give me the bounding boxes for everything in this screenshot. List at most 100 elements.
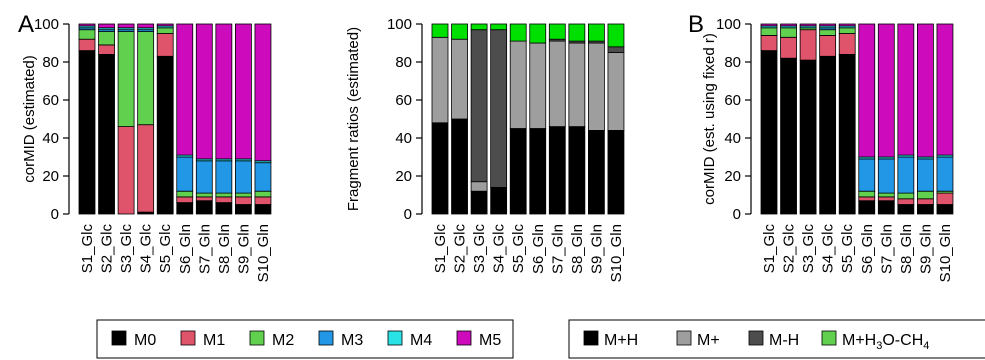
panel-b-letter: B	[688, 11, 704, 38]
bar-segment-m2-s8-gln	[215, 192, 233, 198]
bar-segment-m-h3o-ch4-s6-gln	[529, 23, 547, 44]
bar-segment-m--s2-glc	[451, 38, 468, 120]
bar-segment-m0-s6-gln	[176, 202, 194, 215]
y-tick-label: 60	[395, 92, 412, 109]
bar-segment-m2-s8-gln	[897, 192, 915, 200]
y-tick-label: 20	[724, 168, 741, 185]
bar-segment-m--s3-glc	[470, 181, 488, 192]
bar-segment-m-h-s2-glc	[451, 118, 468, 215]
bar-segment-m-h-s8-gln	[568, 126, 586, 215]
bar-segment-m3-s6-gln	[858, 158, 876, 192]
bar-segment-m5-s6-gln	[176, 23, 194, 156]
x-tick-label: S10_Gln	[255, 224, 272, 282]
legend-swatch-m2	[249, 330, 265, 346]
bar-segment-m2-s7-gln	[877, 192, 895, 198]
bar-segment-m2-s6-gln	[858, 190, 876, 198]
y-tick-label: 80	[395, 54, 412, 71]
bar-segment-m0-s10-gln	[936, 204, 954, 215]
bar-segment-m-h3o-ch4-s10-gln	[607, 23, 625, 48]
bar-segment-m1-s8-gln	[215, 196, 233, 203]
legend-label-3: M-H	[769, 332, 799, 349]
bar-segment-m0-s6-gln	[858, 200, 876, 215]
legend-label-m3: M3	[341, 332, 363, 349]
bar-segment-m2-s7-gln	[195, 192, 213, 198]
x-tick-label: S1_Glc	[79, 224, 96, 274]
bar-segment-m2-s3-glc	[117, 31, 135, 128]
bar-segment-m2-s4-glc	[137, 31, 155, 126]
x-tick-label: S3_Glc	[471, 224, 488, 274]
bar-segment-m5-s6-gln	[858, 23, 876, 158]
bar-segment-m-h-s4-glc	[490, 29, 508, 188]
y-tick-label: 20	[395, 168, 412, 185]
y-tick-label: 20	[42, 168, 59, 185]
bar-segment-m-h3o-ch4-s8-gln	[568, 23, 586, 42]
bar-segment-m-h-s9-gln	[588, 129, 605, 215]
bar-segment-m2-s1-glc	[78, 29, 96, 40]
y-tick-label: 40	[42, 130, 59, 147]
legend-mid: M0 M1 M2 M3 M4 M5	[96, 319, 514, 359]
bar-segment-m0-s2-glc	[98, 54, 115, 215]
bar-segment-m5-s9-gln	[234, 23, 252, 160]
chart-panel-1: 0 20 40 60 80 100 corMID (estimated) S1_Glc S2_G…	[21, 16, 272, 282]
x-tick-label: S9_Gln	[917, 224, 934, 274]
bar-segment-m3-s10-gln	[936, 156, 954, 192]
bar-segment-m5-s5-glc	[156, 23, 174, 27]
y-tick-label: 80	[724, 54, 741, 71]
x-tick-label: S9_Gln	[235, 224, 252, 274]
x-tick-label: S8_Gln	[898, 224, 915, 274]
legend-label-m4: M4	[410, 332, 432, 349]
legend-swatch-m5	[456, 330, 472, 346]
bar-segment-m-h-s10-gln	[607, 46, 625, 53]
bar-segment-m0-s8-gln	[215, 202, 233, 215]
bar-segment-m3-s7-gln	[195, 160, 213, 194]
x-tick-label: S6_Gln	[859, 224, 876, 274]
x-tick-label: S5_Glc	[157, 224, 174, 274]
y-tick-label: 100	[716, 16, 741, 33]
bar-segment-m--s7-gln	[548, 40, 566, 127]
x-tick-label: S3_Glc	[118, 224, 135, 274]
bar-segment-m--s6-gln	[529, 42, 547, 129]
bar-segment-m1-s5-glc	[838, 33, 856, 55]
bar-segment-m5-s2-glc	[98, 23, 115, 29]
bar-segment-m1-s5-glc	[156, 33, 174, 57]
x-tick-label: S7_Gln	[549, 224, 566, 274]
bar-segment-m5-s3-glc	[799, 23, 817, 27]
bar-segment-m0-s9-gln	[917, 204, 934, 215]
y-tick-label: 100	[387, 16, 412, 33]
bar-segment-m5-s10-gln	[254, 23, 272, 162]
bar-segment-m--s10-gln	[607, 52, 625, 131]
y-axis-label: corMID (estimated)	[21, 55, 38, 183]
bar-segment-m1-s1-glc	[760, 35, 778, 52]
bar-segment-m1-s3-glc	[799, 29, 817, 61]
bar-segment-m5-s4-glc	[137, 23, 155, 29]
y-tick-label: 60	[42, 92, 59, 109]
legend-swatch-4	[821, 330, 837, 346]
bar-segment-m1-s4-glc	[819, 35, 837, 57]
x-tick-label: S10_Gln	[608, 224, 625, 282]
bar-segment-m-h3o-ch4-s4-glc	[490, 23, 508, 31]
y-tick-label: 80	[42, 54, 59, 71]
y-tick-label: 60	[724, 92, 741, 109]
bar-segment-m5-s8-gln	[215, 23, 233, 160]
bar-segment-m-h3o-ch4-s2-glc	[451, 23, 468, 40]
bar-segment-m-h-s4-glc	[490, 186, 508, 215]
legend-frag-box	[568, 319, 985, 359]
bar-segment-m5-s8-gln	[897, 23, 915, 156]
y-tick-label: 40	[395, 130, 412, 147]
bar-segment-m5-s7-gln	[195, 23, 213, 160]
bar-segment-m5-s7-gln	[877, 23, 895, 158]
bar-segment-m3-s9-gln	[917, 158, 934, 192]
bar-segment-m5-s1-glc	[760, 23, 778, 27]
x-tick-label: S7_Gln	[878, 224, 895, 274]
y-tick-label: 40	[724, 130, 741, 147]
x-tick-label: S4_Glc	[491, 224, 508, 274]
bar-segment-m3-s6-gln	[176, 156, 194, 192]
bar-segment-m2-s2-glc	[780, 27, 797, 38]
x-tick-label: S4_Glc	[138, 224, 155, 274]
y-tick-label: 100	[34, 16, 59, 33]
x-tick-label: S1_Glc	[432, 224, 449, 274]
bar-segment-m-h3o-ch4-s1-glc	[431, 23, 449, 38]
